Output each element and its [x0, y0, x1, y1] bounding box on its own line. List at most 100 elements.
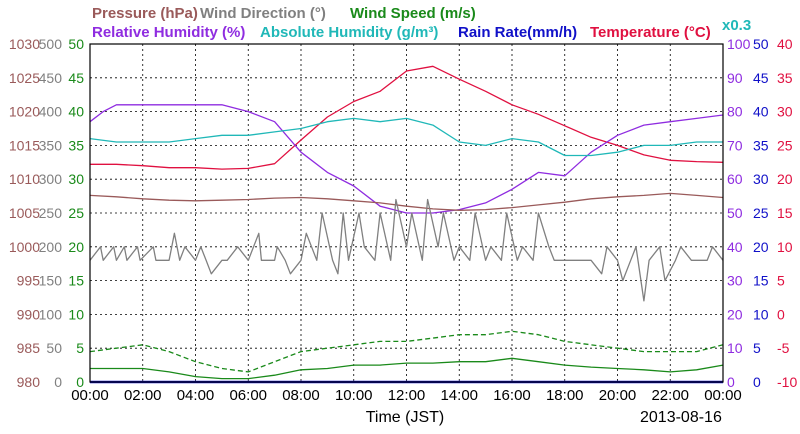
legend-item-4: Absolute Humidity (g/m³) — [260, 24, 438, 41]
ytick-humidity-4: 40 — [727, 239, 743, 255]
ytick-wind_speed-8: 40 — [68, 104, 84, 120]
ytick-wind_speed-4: 20 — [68, 239, 84, 255]
ytick-rain_rate-9: 45 — [753, 70, 769, 86]
ytick-humidity-7: 70 — [727, 137, 743, 153]
ytick-wind_speed-5: 25 — [68, 205, 84, 221]
ytick-wind_speed-9: 45 — [68, 70, 84, 86]
legend-item-1: Wind Direction (°) — [200, 5, 326, 22]
ytick-humidity-5: 50 — [727, 205, 743, 221]
legend-item-3: Relative Humidity (%) — [92, 24, 245, 41]
plot-frame-rect — [89, 43, 724, 383]
legend-item-0: Pressure (hPa) — [92, 5, 198, 22]
ytick-pressure-6: 1010 — [9, 171, 40, 187]
ytick-humidity-8: 80 — [727, 104, 743, 120]
ytick-temperature-0: -10 — [777, 374, 797, 390]
ytick-temperature-3: 5 — [777, 273, 785, 289]
ytick-humidity-0: 0 — [727, 374, 735, 390]
ytick-wind_direction-1: 50 — [46, 340, 62, 356]
series-line-0 — [90, 65, 724, 170]
xtick-2: 04:00 — [177, 387, 215, 404]
ytick-humidity-6: 60 — [727, 171, 743, 187]
ytick-pressure-8: 1020 — [9, 104, 40, 120]
ytick-wind_speed-0: 0 — [76, 374, 84, 390]
xtick-4: 08:00 — [282, 387, 320, 404]
x-axis-title: Time (JST) — [366, 409, 445, 426]
ytick-temperature-2: 0 — [777, 306, 785, 322]
ytick-rain_rate-3: 15 — [753, 273, 769, 289]
ytick-pressure-5: 1005 — [9, 205, 40, 221]
xtick-3: 06:00 — [229, 387, 267, 404]
ytick-rain_rate-2: 10 — [753, 306, 769, 322]
series-line-5 — [90, 357, 724, 380]
ytick-wind_direction-5: 250 — [39, 205, 63, 221]
ytick-pressure-3: 995 — [17, 273, 41, 289]
series-line-6 — [89, 330, 724, 373]
ytick-pressure-9: 1025 — [9, 70, 40, 86]
ytick-wind_direction-4: 200 — [39, 239, 63, 255]
ytick-rain_rate-0: 0 — [753, 374, 761, 390]
xtick-6: 12:00 — [388, 387, 426, 404]
series-line-3 — [89, 192, 724, 211]
ytick-wind_direction-2: 100 — [39, 306, 63, 322]
plot-frame — [89, 43, 724, 383]
ytick-pressure-4: 1000 — [9, 239, 40, 255]
legend-item-6: Temperature (°C) — [590, 24, 711, 41]
ytick-pressure-10: 1030 — [9, 36, 40, 52]
abs-humidity-scale-note: x0.3 — [722, 17, 751, 34]
x-axis: 00:00 02:00 04:00 06:00 08:00 10:00 12:00 14:00… — [71, 387, 742, 426]
ytick-wind_speed-3: 15 — [68, 273, 84, 289]
ytick-wind_direction-7: 350 — [39, 137, 63, 153]
ytick-temperature-1: -5 — [777, 340, 790, 356]
ytick-wind_direction-6: 300 — [39, 171, 63, 187]
ytick-humidity-2: 20 — [727, 306, 743, 322]
ytick-humidity-1: 10 — [727, 340, 743, 356]
legend: Pressure (hPa) Wind Direction (°) Wind Spe… — [92, 5, 751, 41]
ytick-rain_rate-6: 30 — [753, 171, 769, 187]
ytick-wind_speed-7: 35 — [68, 137, 84, 153]
xtick-9: 18:00 — [546, 387, 584, 404]
ytick-wind_direction-3: 150 — [39, 273, 63, 289]
xtick-7: 14:00 — [440, 387, 478, 404]
ytick-wind_direction-8: 400 — [39, 104, 63, 120]
ytick-humidity-9: 90 — [727, 70, 743, 86]
ytick-humidity-3: 30 — [727, 273, 743, 289]
xtick-1: 02:00 — [124, 387, 162, 404]
ytick-temperature-5: 15 — [777, 205, 793, 221]
series-line-2 — [89, 117, 723, 157]
ytick-temperature-8: 30 — [777, 104, 793, 120]
ytick-temperature-6: 20 — [777, 171, 793, 187]
xtick-10: 20:00 — [599, 387, 637, 404]
ytick-temperature-7: 25 — [777, 137, 793, 153]
ytick-pressure-2: 990 — [17, 306, 41, 322]
xtick-11: 22:00 — [651, 387, 689, 404]
ytick-rain_rate-8: 40 — [753, 104, 769, 120]
ytick-temperature-9: 35 — [777, 70, 793, 86]
ytick-rain_rate-7: 35 — [753, 137, 769, 153]
ytick-wind_speed-1: 5 — [76, 340, 84, 356]
legend-item-5: Rain Rate(mm/h) — [458, 24, 577, 41]
xtick-5: 10:00 — [335, 387, 373, 404]
ytick-wind_direction-10: 500 — [39, 36, 63, 52]
ytick-humidity-10: 100 — [727, 36, 751, 52]
xtick-8: 16:00 — [493, 387, 531, 404]
ytick-wind_speed-2: 10 — [68, 306, 84, 322]
ytick-rain_rate-1: 5 — [753, 340, 761, 356]
xtick-0: 00:00 — [71, 387, 109, 404]
series-line-1 — [89, 104, 724, 214]
ytick-wind_direction-0: 0 — [54, 374, 62, 390]
ytick-rain_rate-10: 50 — [753, 36, 769, 52]
chart-date: 2013-08-16 — [640, 409, 722, 426]
series-line-4 — [89, 198, 724, 302]
ytick-pressure-7: 1015 — [9, 137, 40, 153]
ytick-rain_rate-5: 25 — [753, 205, 769, 221]
ytick-wind_direction-9: 450 — [39, 70, 63, 86]
ytick-wind_speed-10: 50 — [68, 36, 84, 52]
ytick-pressure-1: 985 — [17, 340, 41, 356]
ytick-rain_rate-4: 20 — [753, 239, 769, 255]
ytick-temperature-4: 10 — [777, 239, 793, 255]
ytick-wind_speed-6: 30 — [68, 171, 84, 187]
ytick-pressure-0: 980 — [17, 374, 41, 390]
y-axes: 9809859909951000100510101015102010251030… — [9, 36, 798, 390]
